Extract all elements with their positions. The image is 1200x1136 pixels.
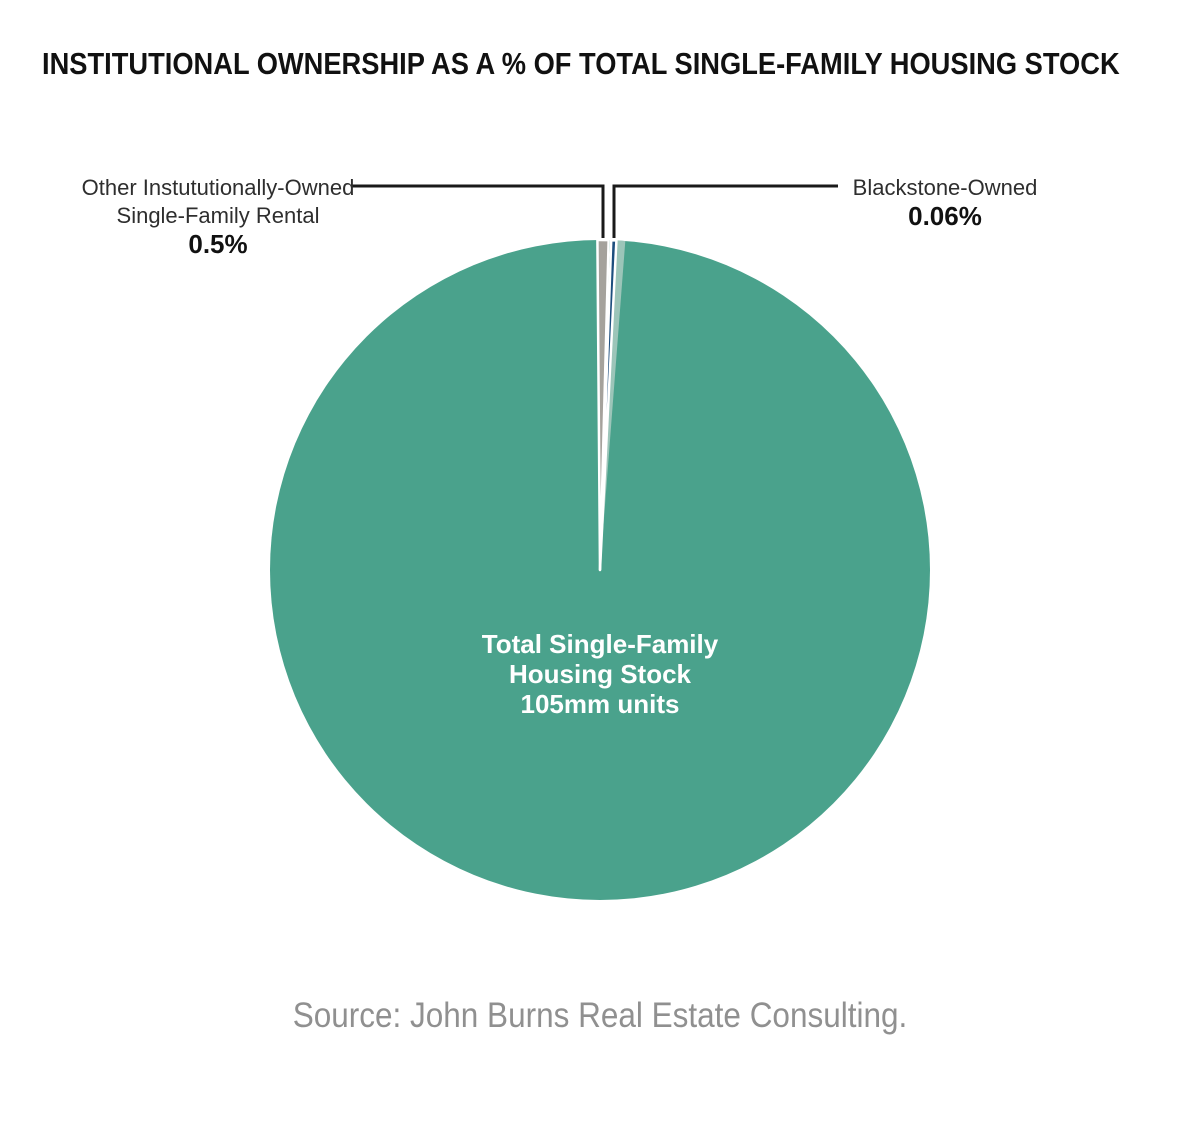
center-label-line2: Housing Stock — [508, 659, 691, 689]
callout-other-value: 0.5% — [188, 229, 248, 259]
callout-label-blackstone: Blackstone-Owned 0.06% — [795, 173, 1095, 231]
callout-blackstone-value: 0.06% — [908, 201, 982, 231]
center-label-line3: 105mm units — [520, 689, 680, 719]
callout-other-line1: Other Instututionally-Owned — [81, 175, 355, 200]
pie-center-label: Total Single-Family Housing Stock 105mm … — [450, 629, 750, 719]
pie-slice-other-institutional — [596, 238, 610, 572]
source-attribution: Source: John Burns Real Estate Consultin… — [292, 996, 908, 1035]
chart-title: INSTITUTIONAL OWNERSHIP AS A % OF TOTAL … — [42, 46, 1120, 81]
center-label-line1: Total Single-Family — [481, 629, 719, 659]
pie-edge-highlight — [600, 240, 626, 570]
pie-slice-blackstone — [598, 238, 618, 572]
callout-other-line2: Single-Family Rental — [116, 203, 320, 228]
callout-blackstone-line1: Blackstone-Owned — [852, 175, 1038, 200]
callout-label-other: Other Instututionally-Owned Single-Famil… — [58, 174, 378, 258]
callout-line-blackstone — [612, 184, 838, 238]
callout-line-other — [352, 184, 605, 238]
